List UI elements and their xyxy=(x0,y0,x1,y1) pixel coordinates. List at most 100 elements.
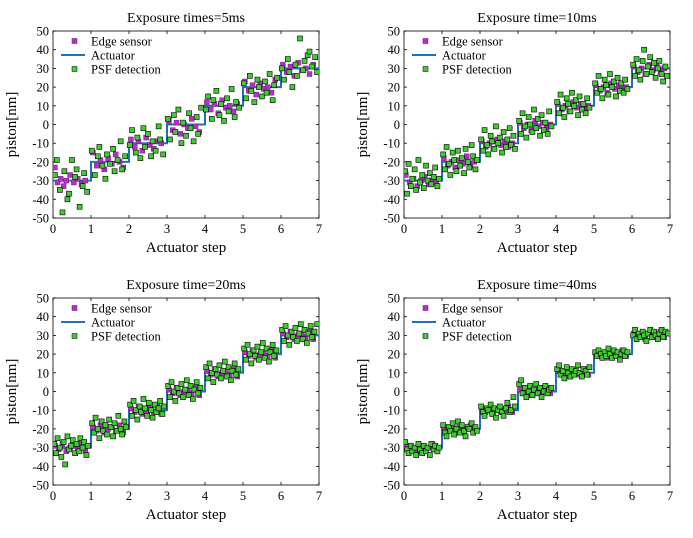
psf-detection-point xyxy=(127,401,133,408)
psf-detection-point xyxy=(636,67,642,74)
psf-detection-point xyxy=(161,403,167,410)
psf-detection-point xyxy=(137,155,144,161)
psf-detection-point xyxy=(496,134,503,141)
psf-detection-point xyxy=(478,403,484,410)
psf-detection-point xyxy=(617,356,623,363)
psf-detection-point xyxy=(599,95,606,102)
plot-data xyxy=(53,35,319,216)
psf-detection-point xyxy=(167,394,173,400)
y-tick-label: 50 xyxy=(37,25,50,39)
psf-detection-point xyxy=(504,136,511,143)
y-tick-label: 30 xyxy=(388,329,401,343)
psf-detection-point xyxy=(212,366,219,372)
y-tick-label: -50 xyxy=(32,479,49,493)
psf-detection-point xyxy=(84,189,90,195)
psf-detection-point xyxy=(73,441,80,447)
psf-detection-point xyxy=(294,338,300,344)
psf-detection-point xyxy=(305,330,312,337)
y-tick-label: 0 xyxy=(43,385,49,399)
y-tick-label: 30 xyxy=(37,329,50,343)
psf-detection-point xyxy=(592,80,598,87)
psf-detection-point xyxy=(228,86,235,92)
psf-detection-point xyxy=(171,388,177,395)
x-tick-label: 1 xyxy=(88,489,94,503)
psf-detection-point xyxy=(529,392,536,399)
psf-detection-point xyxy=(447,172,454,178)
psf-detection-point xyxy=(142,144,148,150)
psf-detection-point xyxy=(248,88,255,94)
edge-sensor-point xyxy=(63,177,69,184)
y-tick-label: 20 xyxy=(388,81,401,95)
psf-detection-point xyxy=(575,362,581,369)
chart-title: Exposure time=10ms xyxy=(477,11,597,26)
psf-detection-point xyxy=(241,345,247,352)
psf-detection-point xyxy=(271,353,277,359)
y-tick-label: -30 xyxy=(383,441,400,455)
psf-detection-point xyxy=(404,168,408,175)
psf-detection-point xyxy=(586,104,593,111)
psf-detection-point xyxy=(548,123,555,130)
y-axis-label: piston[nm] xyxy=(355,92,371,158)
y-tick-label: -30 xyxy=(32,441,49,455)
psf-detection-point xyxy=(174,384,181,391)
psf-detection-point xyxy=(440,151,446,158)
psf-detection-point xyxy=(307,323,314,329)
psf-detection-point xyxy=(53,172,58,178)
psf-detection-point xyxy=(430,174,437,180)
psf-detection-point xyxy=(203,364,209,370)
psf-detection-point xyxy=(647,54,654,60)
psf-detection-point xyxy=(478,136,484,143)
psf-detection-point xyxy=(605,345,612,352)
psf-detection-point xyxy=(176,390,182,397)
psf-detection-point xyxy=(567,108,574,115)
chart-title: Exposure times=5ms xyxy=(127,11,245,26)
psf-detection-point xyxy=(83,452,90,458)
psf-detection-point xyxy=(273,347,280,354)
x-tick-label: 5 xyxy=(240,489,246,503)
psf-detection-point xyxy=(630,61,636,68)
y-tick-label: 10 xyxy=(388,366,401,380)
psf-detection-point xyxy=(252,353,258,359)
psf-detection-point xyxy=(168,379,175,385)
psf-detection-point xyxy=(419,172,426,178)
psf-detection-point xyxy=(180,394,186,400)
psf-detection-point xyxy=(60,439,67,445)
psf-detection-point xyxy=(466,426,473,432)
psf-detection-point xyxy=(290,334,296,341)
psf-detection-point xyxy=(178,381,185,387)
psf-detection-point xyxy=(306,48,313,55)
psf-detection-point xyxy=(510,132,517,139)
psf-detection-point xyxy=(140,125,147,132)
y-tick-label: 10 xyxy=(388,99,401,113)
edge-sensor-point xyxy=(192,123,199,130)
psf-detection-point xyxy=(104,151,110,158)
psf-detection-point xyxy=(96,144,103,150)
psf-detection-point xyxy=(256,356,262,363)
psf-detection-point xyxy=(53,441,57,447)
psf-detection-point xyxy=(572,97,579,103)
psf-detection-point xyxy=(292,325,299,331)
psf-detection-point xyxy=(413,187,419,193)
psf-detection-point xyxy=(500,413,507,419)
psf-detection-point xyxy=(451,157,457,163)
psf-detection-point xyxy=(301,58,308,64)
chart-panel-4: Exposure time=40ms 0 1 2 3 4 5 6 7 -50 -40 -30 -20 -1… xyxy=(355,278,673,523)
y-tick-label: -30 xyxy=(32,174,49,188)
psf-detection-point xyxy=(633,56,640,62)
psf-detection-point xyxy=(69,157,75,163)
psf-detection-point xyxy=(506,125,513,132)
psf-detection-point xyxy=(149,138,156,145)
edge-sensor-point xyxy=(54,179,61,186)
psf-detection-point xyxy=(54,435,61,442)
psf-detection-point xyxy=(205,375,211,382)
y-tick-label: -50 xyxy=(383,479,400,493)
psf-detection-point xyxy=(457,162,464,169)
y-tick-label: 50 xyxy=(388,292,401,306)
psf-detection-point xyxy=(538,394,545,400)
psf-detection-point xyxy=(145,131,151,137)
psf-detection-point xyxy=(106,416,113,423)
psf-detection-point xyxy=(424,177,431,184)
psf-detection-point xyxy=(250,347,257,354)
x-tick-label: 6 xyxy=(278,222,284,236)
